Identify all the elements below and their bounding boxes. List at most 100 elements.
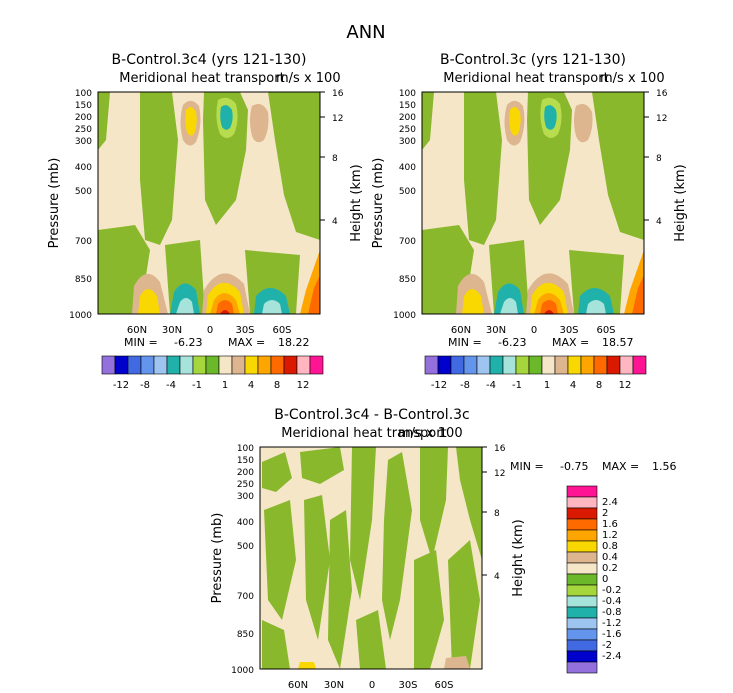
panel-2-lower-pos-b-4 (540, 300, 558, 314)
colorbar-swatch (101, 355, 116, 375)
colorbar-swatch (593, 355, 608, 375)
panel-1-green-column (203, 92, 248, 225)
colorbar-swatch (566, 573, 598, 586)
colorbar-label: -8 (460, 380, 470, 391)
colorbar-label: -1 (192, 380, 202, 391)
panel-3-neg-streak (304, 495, 330, 640)
panel-1-green-column (140, 92, 178, 245)
panel-2-plot-area (422, 92, 644, 314)
colorbar-label: -12 (113, 380, 129, 391)
colorbar-swatch (218, 355, 233, 375)
panel-2-colorbar (424, 355, 647, 375)
panel-3-neg-streak (264, 500, 296, 620)
colorbar-swatch (606, 355, 621, 375)
panel-3-neg-streak (328, 510, 352, 669)
panel-2-green-column (464, 92, 502, 245)
colorbar-swatch (257, 355, 272, 375)
colorbar-label: -8 (140, 380, 150, 391)
max-value: 18.57 (602, 336, 634, 349)
colorbar-swatch (450, 355, 465, 375)
colorbar-swatch (632, 355, 647, 375)
panel-3-neg-streak (350, 447, 376, 600)
panel-2-ylabel-right: Height (km) (673, 164, 688, 241)
colorbar-swatch (309, 355, 324, 375)
pressure-tick: 500 (75, 187, 92, 197)
panel-2-subtitle: Meridional heat transport (443, 71, 608, 86)
panel-1-green-column (98, 92, 110, 150)
colorbar-label: 0 (602, 574, 608, 585)
panel-3-neg-streak (262, 620, 290, 669)
panel-2-green-column (592, 92, 644, 240)
panel-3: B-Control.3c4 - B-Control.3c Meridional … (210, 407, 677, 691)
lat-tick: 60N (288, 680, 308, 691)
colorbar-label: 1 (222, 380, 228, 391)
colorbar-label: 8 (596, 380, 602, 391)
panel-2-upper-max-inner (509, 106, 521, 136)
colorbar-label: 1.6 (602, 519, 618, 530)
panel-3-neg-streak (414, 550, 444, 669)
panel-3-neg-streak (420, 447, 448, 560)
pressure-tick: 150 (237, 456, 254, 466)
panel-1-pressure-ticks: 100 150 200 250 300 400 500 700 850 1000 (69, 89, 92, 321)
panel-2-height-ticks: 16 12 8 4 (644, 89, 668, 227)
panel-2-upper-min-inner (544, 105, 557, 130)
colorbar-swatch (270, 355, 285, 375)
panel-3-title: B-Control.3c4 - B-Control.3c (274, 407, 470, 423)
panel-2-lower-pos-b-5 (544, 310, 554, 314)
colorbar-swatch (283, 355, 298, 375)
panel-2-stats: MIN = -6.23 MAX = 18.57 (448, 336, 634, 349)
panel-3-plot-area (260, 447, 482, 669)
pressure-tick: 700 (399, 237, 416, 247)
colorbar-label: -4 (166, 380, 176, 391)
colorbar-swatch (566, 650, 598, 663)
panel-1-units: m/s x 100 (276, 71, 341, 86)
pressure-tick: 1000 (393, 311, 416, 321)
panel-1-upper-pos (250, 104, 269, 143)
colorbar-label: 1.2 (602, 530, 618, 541)
panel-2-lower-neg-b-inner (586, 300, 606, 314)
lat-tick: 30N (324, 680, 344, 691)
height-tick: 12 (332, 114, 343, 124)
max-label: MAX = (552, 336, 589, 349)
colorbar-swatch (566, 518, 598, 531)
panel-3-neg-streak (356, 610, 386, 669)
pressure-tick: 100 (237, 444, 254, 454)
panel-1-green-column (268, 92, 320, 240)
min-label: MIN = (510, 460, 544, 473)
panel-1-lower-neg-b-inner (262, 300, 282, 314)
panel-3-neg-streak (448, 540, 480, 669)
colorbar-swatch (567, 355, 582, 375)
pressure-tick: 150 (75, 101, 92, 111)
height-tick: 8 (494, 509, 500, 519)
colorbar-swatch (192, 355, 207, 375)
pressure-tick: 150 (399, 101, 416, 111)
pressure-tick: 200 (237, 468, 254, 478)
colorbar-swatch (463, 355, 478, 375)
min-value: -6.23 (498, 336, 526, 349)
panel-2-green-column (422, 92, 434, 150)
colorbar-swatch (566, 617, 598, 630)
colorbar-label: -12 (431, 380, 447, 391)
panel-2-frame (421, 91, 645, 315)
lat-tick: 30S (235, 325, 254, 336)
panel-1-height-ticks: 16 12 8 4 (320, 89, 344, 227)
panel-2-colorbar-labels: -12 -8 -4 -1 1 4 8 12 (431, 380, 632, 391)
colorbar-swatch (528, 355, 543, 375)
pressure-tick: 500 (237, 542, 254, 552)
colorbar-swatch (476, 355, 491, 375)
height-tick: 12 (656, 114, 667, 124)
height-tick: 16 (656, 89, 668, 99)
colorbar-label: -1.6 (602, 629, 622, 640)
colorbar-label: -2 (602, 640, 612, 651)
panel-3-neg-streak (300, 447, 344, 484)
colorbar-swatch (566, 496, 598, 509)
pressure-tick: 500 (399, 187, 416, 197)
max-value: 1.56 (652, 460, 677, 473)
colorbar-swatch (619, 355, 634, 375)
colorbar-label: 2.4 (602, 497, 618, 508)
panel-3-frame (259, 446, 483, 670)
colorbar-label: 12 (619, 380, 632, 391)
pressure-tick: 300 (237, 492, 254, 502)
colorbar-swatch (566, 507, 598, 520)
colorbar-label: 4 (248, 380, 254, 391)
